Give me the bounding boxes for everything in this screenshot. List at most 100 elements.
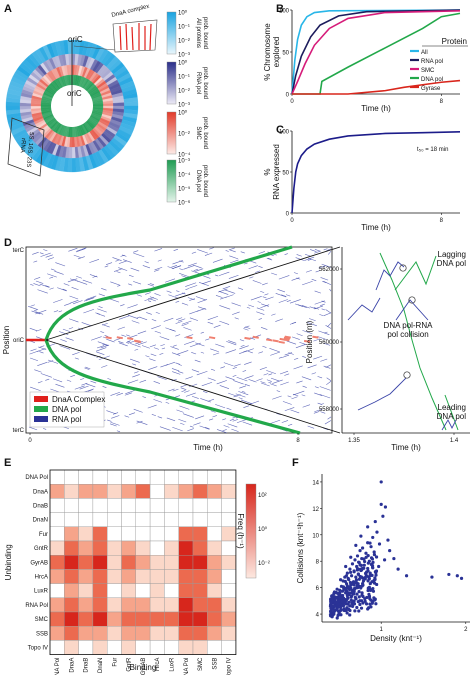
rna-pol-trace xyxy=(187,297,195,301)
scatter-point xyxy=(333,604,337,608)
heatmap-cell xyxy=(49,611,65,627)
heatmap-cell xyxy=(121,597,137,613)
rna-pol-trace xyxy=(106,410,116,415)
rna-pol-trace xyxy=(82,279,93,284)
heatmap-cell xyxy=(178,611,194,627)
heatmap-cell xyxy=(135,512,151,527)
heatmap-cell xyxy=(192,597,208,613)
heatmap-cell xyxy=(64,569,79,584)
colorbar-0-label: All proteins xyxy=(195,18,201,48)
heatmap-cell xyxy=(135,611,151,627)
rna-pol-trace xyxy=(193,268,199,271)
y-tick-label: 4 xyxy=(316,613,320,619)
rna-pol-trace xyxy=(260,304,270,309)
scatter-point xyxy=(363,576,367,580)
rna-pol-trace xyxy=(255,270,261,273)
rna-pol-trace xyxy=(265,296,274,301)
rna-pol-trace xyxy=(175,292,185,297)
heatmap-cell xyxy=(78,498,94,513)
rna-pol-trace xyxy=(321,300,326,303)
rna-pol-trace xyxy=(226,341,237,346)
rna-pol-trace xyxy=(33,283,41,287)
scatter-point xyxy=(352,569,356,573)
colorbar-2-tick: 10⁰ xyxy=(178,110,188,117)
rna-pol-trace xyxy=(76,275,82,279)
rna-pol-trace xyxy=(185,392,196,397)
rna-pol-trace xyxy=(97,341,109,346)
scatter-point xyxy=(370,565,375,569)
scatter-point xyxy=(361,601,365,605)
rna-pol-trace xyxy=(204,338,210,341)
rna-pol-trace xyxy=(286,340,297,345)
heatmap-cell xyxy=(149,597,165,613)
rna-pol-trace xyxy=(178,371,184,374)
rna-pol-trace xyxy=(228,274,239,279)
series-line-All xyxy=(291,9,461,95)
scatter-point xyxy=(373,519,377,524)
legend-label-DNA pol: DNA pol xyxy=(421,77,443,83)
ring-0-segment xyxy=(5,105,21,111)
rna-pol-trace xyxy=(79,385,89,390)
rna-pol-trace xyxy=(28,306,37,310)
heatmap-row-label: LuxR xyxy=(34,589,49,595)
rna-pol-trace xyxy=(118,260,128,264)
y-tick-label: 0 xyxy=(286,93,290,99)
scatter-point xyxy=(374,573,378,577)
y-tick-label: 100 xyxy=(279,9,290,15)
rna-pol-trace xyxy=(179,273,190,278)
rna-pol-trace xyxy=(142,265,151,269)
dnaa-binding-mark xyxy=(284,335,291,339)
rna-pol-trace xyxy=(256,311,265,315)
rna-pol-trace xyxy=(280,381,289,386)
rna-pol-trace xyxy=(191,251,197,254)
scatter-point xyxy=(359,563,363,567)
heatmap-cell xyxy=(106,640,122,655)
heatmap-cell xyxy=(164,611,179,627)
rna-pol-trace xyxy=(70,299,79,304)
rna-pol-trace xyxy=(314,392,323,396)
rna-pol-trace xyxy=(59,345,71,350)
rna-pol-trace xyxy=(37,361,48,366)
rna-pol-trace xyxy=(175,300,180,303)
rna-pol-trace xyxy=(133,281,142,285)
rna-pol-trace xyxy=(101,324,110,328)
dnaa-binding-mark xyxy=(279,337,286,341)
rna-pol-trace xyxy=(127,304,138,309)
heatmap-col-label: GntR xyxy=(127,657,133,672)
scatter-point xyxy=(353,586,357,590)
scatter-point xyxy=(368,596,372,601)
rna-pol-trace xyxy=(68,327,74,330)
rna-pol-trace xyxy=(182,292,186,295)
heatmap-colorbar-label: Freq (h⁻¹) xyxy=(236,513,245,549)
heatmap-cell xyxy=(178,540,194,556)
rna-pol-trace xyxy=(130,343,141,348)
rna-pol-trace xyxy=(120,304,125,307)
rna-pol-trace xyxy=(329,288,332,292)
rna-pol-trace xyxy=(244,375,254,379)
zoom-label-leading: Leading xyxy=(438,403,466,412)
scatter-point xyxy=(347,593,351,597)
zoom-guide-upper xyxy=(45,246,341,341)
dnaa-binding-mark xyxy=(312,335,319,339)
colorbar-1-label: RNA pol xyxy=(195,72,201,94)
rna-pol-trace xyxy=(86,388,94,392)
rna-pol-trace xyxy=(326,377,332,381)
rna-pol-trace xyxy=(137,341,147,346)
rna-pol-trace xyxy=(183,327,192,331)
rna-pol-trace xyxy=(55,262,66,267)
dna-pol-upper-fork xyxy=(44,245,293,341)
rna-pol-trace xyxy=(218,291,229,295)
series-line-SMC xyxy=(291,10,461,95)
collision-marker xyxy=(403,371,411,379)
rna-pol-trace xyxy=(178,418,187,423)
rna-pol-trace xyxy=(171,265,178,268)
rna-pol-trace xyxy=(183,265,195,270)
rna-pol-trace xyxy=(309,306,317,310)
heatmap-cell xyxy=(106,611,122,627)
heatmap-cell xyxy=(164,569,179,584)
heatmap-cell xyxy=(106,526,122,542)
scatter-point xyxy=(354,575,358,579)
heatmap-cell xyxy=(49,526,65,542)
scatter-point xyxy=(344,608,348,613)
heatmap-cell xyxy=(78,611,94,627)
